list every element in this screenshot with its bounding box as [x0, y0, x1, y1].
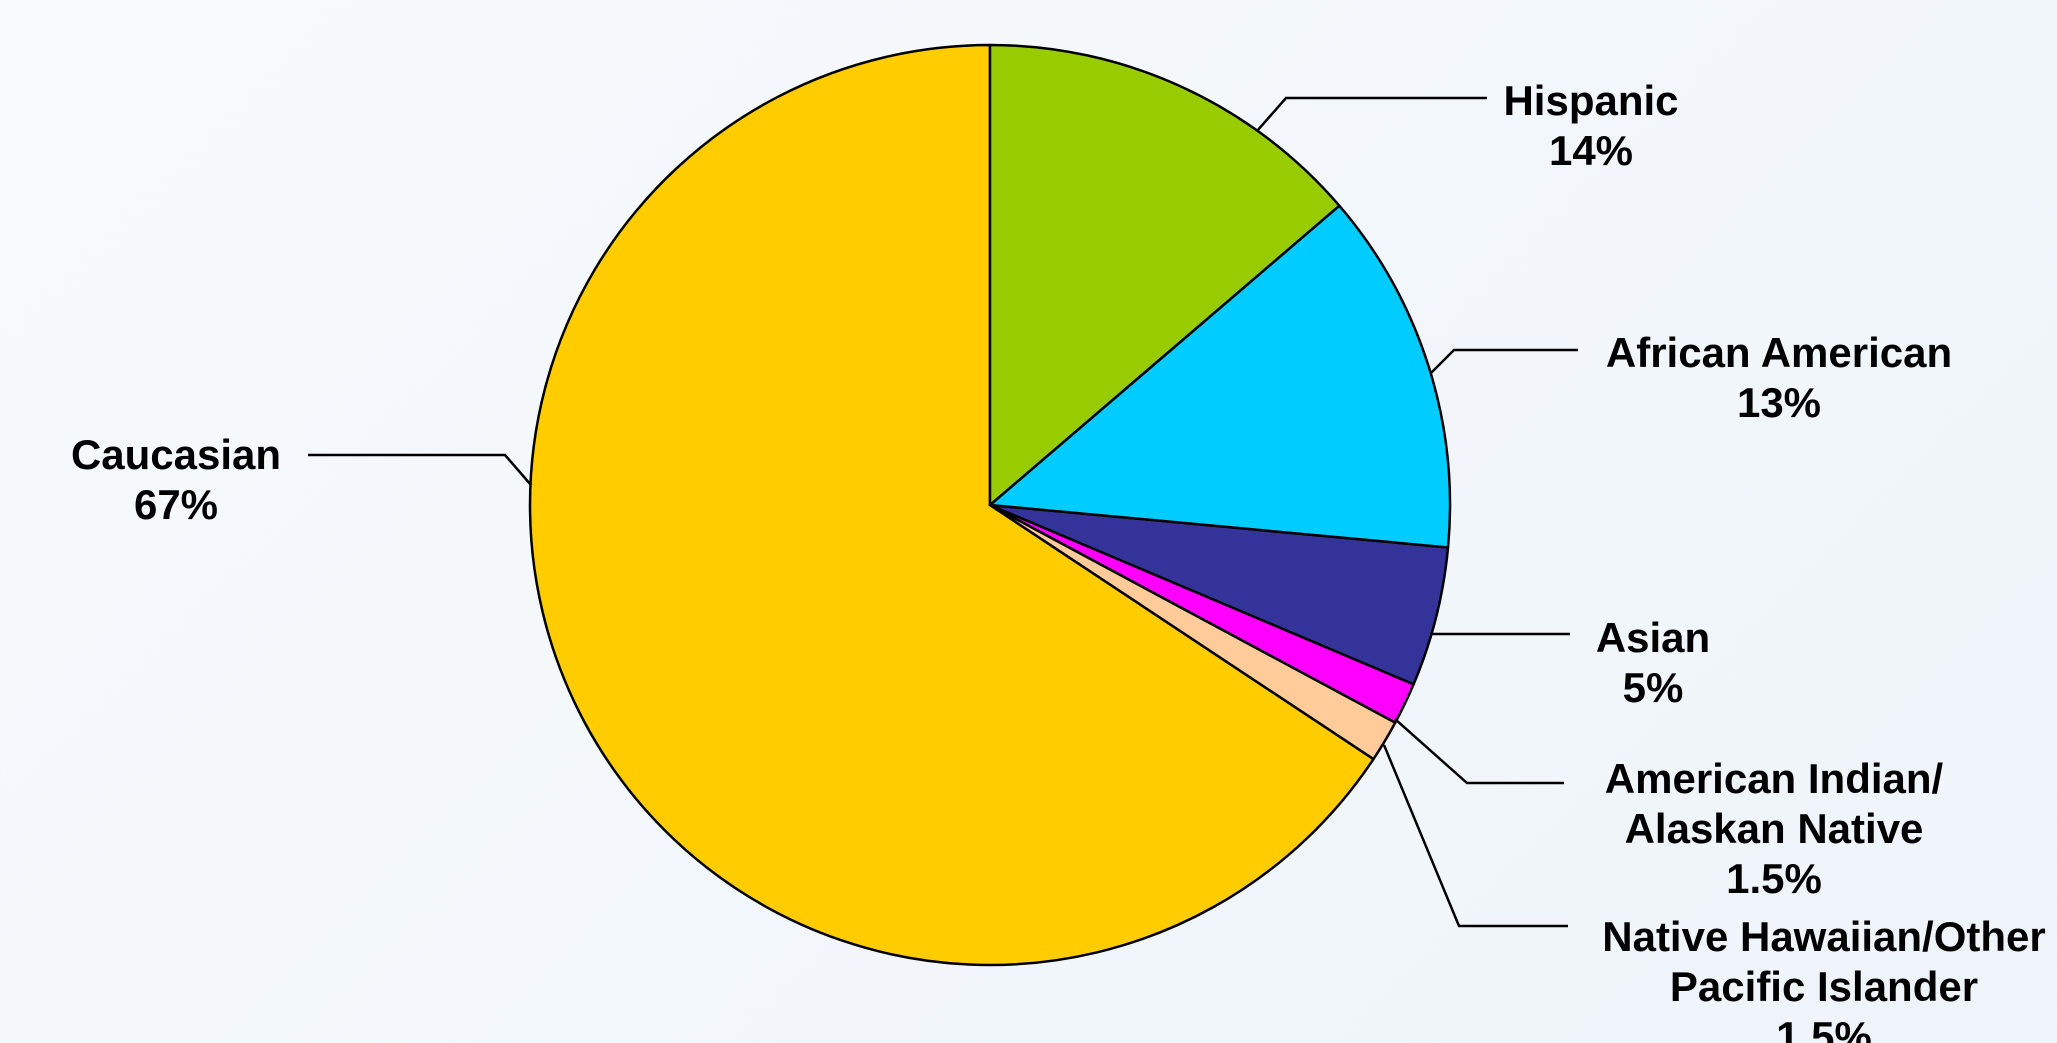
slice-label: African American 13%: [1606, 328, 1952, 428]
value-label: 13%: [1736, 379, 1822, 426]
slice-label: Asian 5%: [1596, 613, 1710, 713]
leader-line: [1382, 744, 1568, 928]
category-label: Asian: [1595, 614, 1711, 661]
slice-label: Hispanic 14%: [1503, 76, 1678, 176]
slice-label: Native Hawaiian/Other Pacific Islander 1.…: [1602, 912, 2045, 1043]
slice-label: American Indian/ Alaskan Native 1.5%: [1605, 754, 1943, 904]
pie-slice: [988, 204, 1452, 549]
leader-line: [308, 453, 532, 486]
category-label: Caucasian: [70, 431, 282, 478]
category-label: Hispanic: [1503, 77, 1679, 124]
value-label: 14%: [1548, 127, 1634, 174]
value-label: 5%: [1622, 664, 1684, 711]
pie-slice: [988, 43, 1341, 507]
value-label: 67%: [133, 481, 219, 528]
category-label: African American: [1605, 329, 1953, 376]
slice-label: Caucasian 67%: [71, 430, 281, 530]
leader-line: [1256, 96, 1487, 132]
category-label: Native Hawaiian/Other Pacific Islander: [1602, 913, 2046, 1010]
category-label: American Indian/ Alaskan Native: [1604, 755, 1944, 852]
leader-lines: [308, 96, 1578, 928]
pie-slice: [528, 43, 1375, 967]
leader-line: [1394, 718, 1564, 785]
leader-line: [1429, 348, 1578, 375]
value-label: 1.5%: [1776, 1013, 1872, 1043]
value-label: 1.5%: [1726, 855, 1822, 902]
